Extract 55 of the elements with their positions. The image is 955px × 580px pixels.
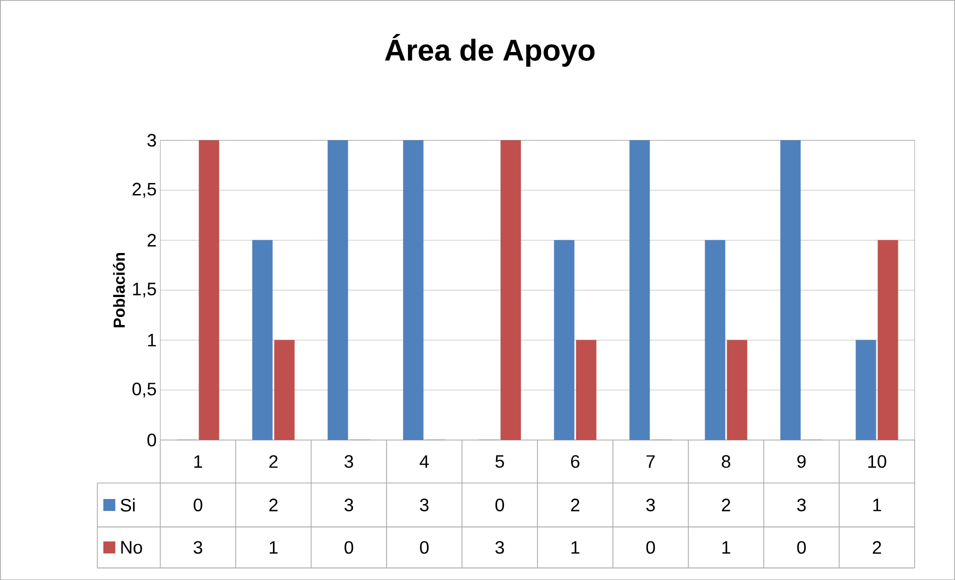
- x-tick-label: 9: [797, 454, 806, 468]
- data-label: 0: [797, 540, 806, 554]
- x-tick-label: 1: [194, 455, 202, 468]
- x-tick-label: 3: [344, 454, 354, 468]
- y-tick-label: 2,5: [132, 182, 156, 198]
- y-tick-label: 2: [148, 234, 156, 246]
- bar: [726, 340, 748, 440]
- data-label: 0: [495, 498, 504, 512]
- bar: [629, 140, 650, 440]
- data-label: 3: [344, 498, 354, 512]
- data-label: 2: [722, 498, 730, 512]
- bar: [252, 240, 273, 440]
- data-label: 0: [194, 498, 202, 512]
- data-label: 3: [420, 498, 429, 512]
- y-tick-label: 1,5: [133, 282, 156, 298]
- bar: [856, 340, 876, 440]
- data-label: 1: [873, 498, 882, 512]
- bar: [704, 240, 726, 440]
- data-label: 3: [194, 540, 202, 554]
- x-tick-label: 10: [868, 454, 886, 468]
- data-label: 0: [646, 540, 655, 554]
- data-label: 0: [344, 540, 354, 554]
- data-label: 1: [722, 541, 730, 554]
- bar: [780, 140, 801, 440]
- data-label: 3: [495, 540, 504, 554]
- x-tick-label: 7: [646, 455, 655, 468]
- bar: [328, 140, 348, 440]
- legend-label: Si: [120, 498, 135, 512]
- bar: [274, 340, 295, 440]
- x-tick-label: 8: [722, 454, 730, 468]
- y-axis-title: Población: [113, 252, 125, 328]
- data-label: 1: [270, 541, 278, 554]
- y-tick-label: 0,5: [132, 382, 156, 398]
- data-label: 3: [797, 498, 806, 512]
- x-tick-label: 2: [269, 455, 278, 468]
- legend-label: No: [121, 541, 142, 554]
- x-tick-label: 4: [420, 455, 429, 468]
- bar: [576, 340, 596, 440]
- x-tick-label: 5: [495, 455, 504, 468]
- bar: [500, 140, 521, 440]
- data-label: 2: [269, 498, 278, 512]
- data-label: 2: [571, 498, 580, 512]
- bar: [403, 140, 424, 440]
- bar: [878, 240, 898, 440]
- data-label: 3: [646, 498, 655, 512]
- chart-title: Área de Apoyo: [384, 34, 595, 67]
- data-label: 1: [572, 541, 580, 554]
- y-tick-label: 3: [147, 134, 156, 146]
- bar: [554, 240, 574, 440]
- data-label: 2: [872, 540, 882, 554]
- x-tick-label: 6: [571, 454, 580, 468]
- y-tick-label: 0: [147, 433, 156, 446]
- bar: [198, 140, 220, 440]
- data-label: 0: [420, 540, 429, 554]
- y-tick-label: 1: [148, 334, 156, 346]
